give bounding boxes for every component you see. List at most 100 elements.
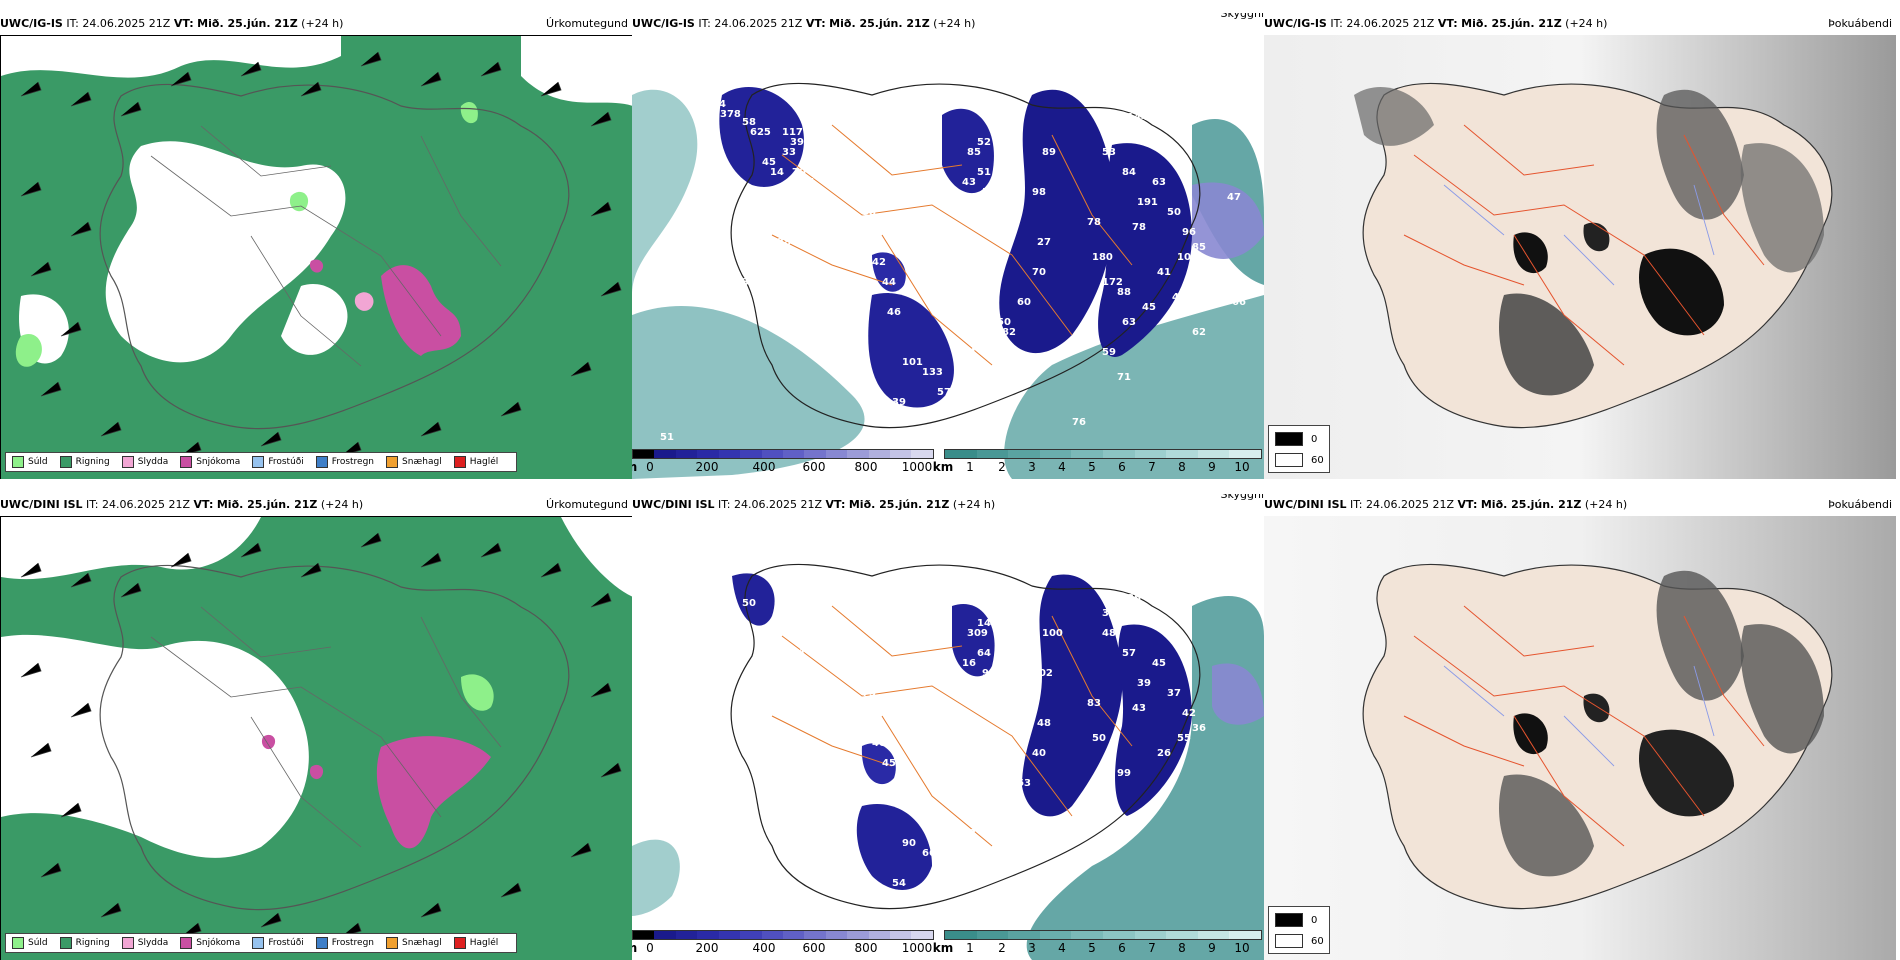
cloudbase-value-label: 63 — [1122, 317, 1136, 328]
colorbar-cells — [944, 930, 1262, 940]
colorbar-tick: 400 — [752, 941, 776, 955]
panel-header: UWC/DINI ISL IT: 24.06.2025 21Z VT: Mið.… — [1264, 494, 1896, 516]
cloudbase-value-label: 83 — [1087, 698, 1101, 709]
panel-header: UWC/IG-IS IT: 24.06.2025 21Z VT: Mið. 25… — [1264, 13, 1896, 35]
fog-legend: 0 60 — [1268, 906, 1330, 954]
legend-item: Súld — [12, 456, 48, 468]
cloudbase-value-label: 62 — [1002, 808, 1016, 819]
cloudbase-value-label: 50 — [742, 598, 756, 609]
visibility-map: 54 50 33 73 82 61 44 74 58 75 78 40 33 45 54 90 66 54 51 72… — [632, 516, 1264, 960]
iceland-coastline — [730, 82, 1201, 429]
legend-swatch — [453, 456, 466, 468]
cloudbase-value-label: 27 — [895, 197, 909, 208]
drizzle-area — [460, 101, 478, 124]
cloudbase-value-label: 78 — [692, 748, 706, 759]
model-name: UWC/DINI ISL — [0, 498, 83, 511]
colorbar-cell — [1008, 931, 1040, 939]
legend-label: Snæhagl — [402, 938, 442, 948]
cloudbase-value-label: 101 — [902, 357, 923, 368]
legend-item: Haglél — [453, 456, 498, 468]
cloudbase-value-label: 104 — [1177, 252, 1198, 263]
legend-swatch — [1275, 432, 1303, 446]
valid-time: Mið. 25.jún. 21Z — [1461, 17, 1562, 30]
legend-label: Slydda — [137, 938, 169, 948]
fog-map: 0 60 — [1264, 35, 1896, 479]
dry-area — [1, 36, 341, 78]
legend-value: 60 — [1311, 454, 1324, 466]
colorbar-tick: 800 — [854, 460, 878, 474]
colorbar-cell — [945, 450, 977, 458]
cloudbase-value-label: 39 — [892, 397, 906, 408]
panel-header: UWC/DINI ISL IT: 24.06.2025 21Z VT: Mið.… — [632, 494, 1264, 516]
snow-area — [376, 736, 491, 849]
init-label: IT: — [86, 498, 99, 511]
legend-item: Haglél — [453, 937, 499, 949]
cloudbase-value-label: 91 — [982, 668, 996, 679]
valid-label: VT: — [1437, 17, 1458, 30]
colorbar-tick: 400 — [752, 460, 776, 474]
panel-title: Úrkomutegund — [546, 498, 628, 511]
colorbar-cell — [633, 450, 655, 458]
cloudbase-value-label: 43 — [962, 177, 976, 188]
river-network — [1443, 665, 1715, 767]
colorbar-tick: 2 — [998, 941, 1006, 955]
legend-item: Slydda — [121, 937, 169, 949]
init-time: 24.06.2025 21Z — [1366, 498, 1455, 511]
colorbar-cell — [1197, 931, 1230, 939]
cloudbase-value-label: 43 — [1132, 703, 1146, 714]
cloudbase-value-label: 283 — [1102, 127, 1123, 138]
legend-swatch — [59, 937, 72, 949]
colorbar-cell — [675, 931, 698, 939]
cloudbase-value-label: 101 — [962, 873, 983, 884]
fog-patch — [1513, 713, 1548, 755]
model-name: UWC/IG-IS — [1264, 17, 1327, 30]
fog-patch — [1740, 143, 1824, 273]
fog-index-panel-dini: UWC/DINI ISL IT: 24.06.2025 21Z VT: Mið.… — [1264, 494, 1896, 960]
cloudbase-value-label: 50 — [1167, 207, 1181, 218]
colorbar-tick: 9 — [1208, 941, 1216, 955]
low-cloud-area — [999, 89, 1115, 354]
colorbar-cell — [697, 931, 719, 939]
fog-index-panel-igis: UWC/IG-IS IT: 24.06.2025 21Z VT: Mið. 25… — [1264, 13, 1896, 479]
colorbar-cell — [718, 450, 741, 458]
iceland-coastline — [730, 563, 1201, 910]
cloudbase-value-label: 59 — [1102, 347, 1116, 358]
colorbar-tick: 0 — [646, 460, 654, 474]
legend-swatch — [12, 456, 24, 468]
cloudbase-value-label: 40 — [872, 738, 886, 749]
cloudbase-value-label: 90 — [902, 838, 916, 849]
legend-label: Snjókoma — [196, 457, 241, 467]
dry-area — [281, 284, 348, 355]
cloudbase-value-label: 481 — [887, 187, 908, 198]
low-cloud-area — [861, 743, 896, 785]
cloudbase-value-label: 78 — [1132, 222, 1146, 233]
colorbar-tick: 800 — [854, 941, 878, 955]
colorbar-cell — [825, 931, 848, 939]
legend-label: Haglél — [469, 938, 499, 948]
cloudbase-value-label: 58 — [887, 668, 901, 679]
cloudbase-value-label: 45 — [1152, 658, 1166, 669]
model-name: UWC/IG-IS — [0, 17, 63, 30]
cloudbase-value-label: 48 — [1037, 718, 1051, 729]
colorbar-cell — [1102, 931, 1135, 939]
colorbar-tick: 1 — [966, 460, 974, 474]
lead-time: (+24 h) — [1565, 17, 1608, 30]
low-cloud-area — [719, 86, 804, 187]
low-cloud-area — [868, 293, 954, 408]
panel-title: Þokuábendi — [1828, 17, 1892, 30]
snow-area — [309, 259, 324, 273]
cloudbase-value-label: 41 — [907, 427, 921, 438]
legend-label: Slydda — [137, 457, 169, 467]
fog-legend: 0 60 — [1268, 425, 1330, 473]
cloudbase-value-label: 395 — [790, 137, 811, 148]
cloudbase-value-label: 44 — [767, 668, 781, 679]
colorbar-cell — [976, 450, 1009, 458]
cloudbase-value-label: 75 — [862, 688, 876, 699]
colorbar-cell — [740, 931, 762, 939]
low-visibility-area — [632, 306, 865, 479]
lead-time: (+24 h) — [952, 498, 996, 511]
legend-label: Snæhagl — [402, 457, 442, 467]
cloudbase-value-label: 36 — [1127, 593, 1141, 604]
valid-time: Mið. 25.jún. 21Z — [216, 498, 318, 511]
colorbar-cell — [654, 931, 676, 939]
